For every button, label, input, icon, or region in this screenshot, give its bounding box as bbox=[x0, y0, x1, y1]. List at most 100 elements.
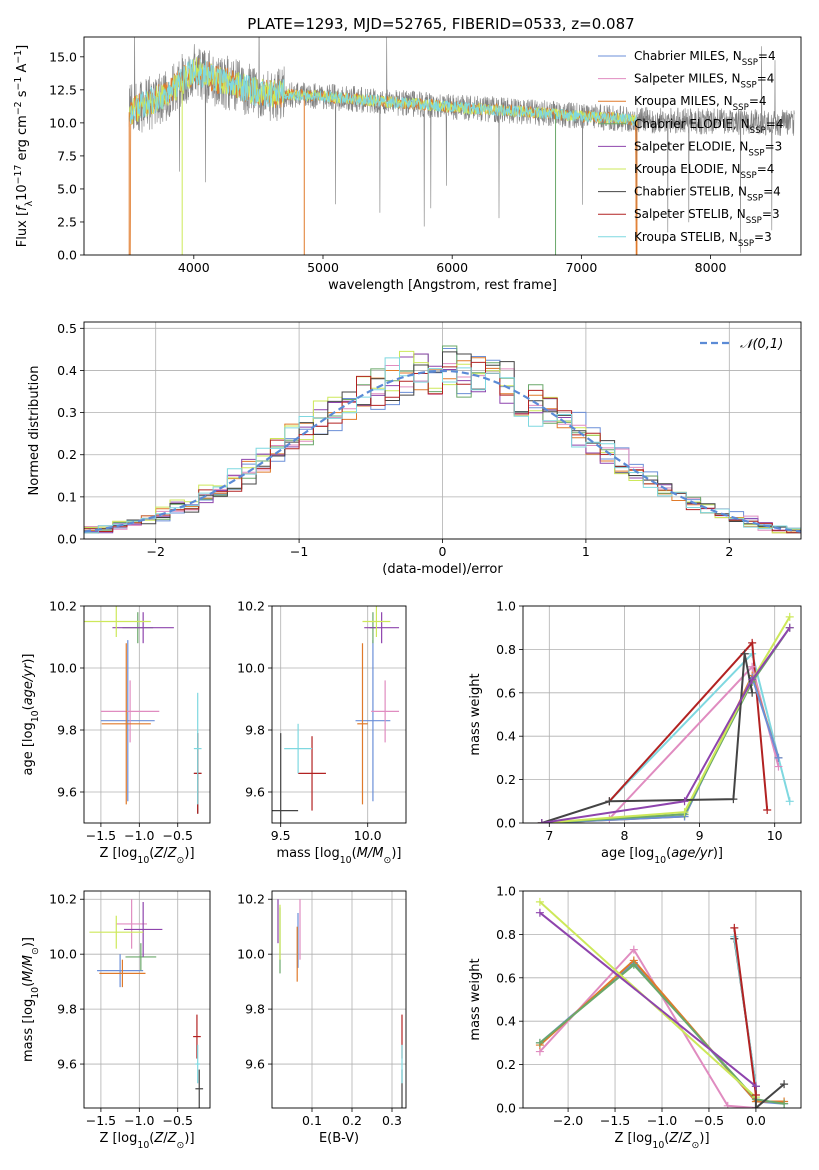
x-tick-label: 10.0 bbox=[354, 828, 382, 843]
legend-label: Kroupa ELODIE, NSSP=4 bbox=[634, 162, 774, 181]
label-part: wavelength [Angstrom, rest frame] bbox=[328, 278, 557, 293]
label-part: mass weight bbox=[468, 673, 483, 755]
y-axis-label: age [log10(age/yr)] bbox=[21, 653, 41, 775]
label-part: (data-model)/error bbox=[382, 562, 503, 577]
y-tick-label: 1.0 bbox=[496, 599, 516, 614]
label-part: / bbox=[678, 1131, 683, 1146]
errorbar-point bbox=[284, 723, 313, 774]
errorbar-point bbox=[195, 1044, 201, 1084]
x-tick-label: 0 bbox=[439, 544, 447, 559]
age-vs-mass-panel: 9.5 10.0 9.6 9.8 10.0 10.2 mass [log10(M/M⊙)] bbox=[237, 599, 407, 866]
y-tick-label: 0.0 bbox=[57, 248, 77, 263]
weight-vs-Z-panel: −2.0 −1.5 −1.0 −0.5 0.0 0.0 0.2 0.4 0.6 0.8 1.0 Z [… bbox=[468, 884, 802, 1151]
x-tick-label: −1.0 bbox=[647, 1113, 677, 1128]
label-part: )] bbox=[391, 846, 401, 861]
data-marker bbox=[723, 1101, 732, 1108]
errorbar-point bbox=[100, 680, 160, 743]
errorbar-point bbox=[357, 643, 368, 805]
x-tick-label: 2 bbox=[725, 544, 733, 559]
errorbar-point bbox=[100, 640, 155, 802]
plot-area bbox=[128, 37, 795, 255]
y-tick-label: 5.0 bbox=[57, 181, 77, 196]
data-marker bbox=[751, 1104, 760, 1108]
label-part: ( bbox=[21, 982, 36, 987]
errorbar-point bbox=[116, 899, 147, 949]
y-tick-label: 10.2 bbox=[49, 892, 77, 907]
data-marker bbox=[537, 819, 546, 823]
label-part: −2 bbox=[13, 101, 24, 115]
y-tick-label: 0.0 bbox=[57, 532, 77, 547]
label-part: Z [log bbox=[99, 846, 137, 861]
data-marker bbox=[774, 762, 783, 771]
x-axis-label: Z [log10(Z/Z⊙)] bbox=[99, 846, 194, 866]
figure-title: PLATE=1293, MJD=52765, FIBERID=0533, z=0… bbox=[247, 15, 634, 33]
y-tick-label: 9.8 bbox=[57, 723, 77, 738]
x-tick-label: −1.0 bbox=[124, 828, 154, 843]
x-tick-label: −0.5 bbox=[694, 1113, 724, 1128]
y-tick-label: 0.2 bbox=[57, 447, 77, 462]
data-marker bbox=[748, 638, 757, 647]
label-part: erg cm bbox=[15, 115, 30, 164]
label-part: 10 bbox=[652, 1140, 664, 1151]
axes-frame bbox=[271, 890, 407, 1109]
series-line bbox=[733, 927, 757, 1096]
label-part: 10 bbox=[137, 1140, 149, 1151]
x-tick-label: −0.5 bbox=[163, 828, 193, 843]
label-part: Chabrier ELODIE, N bbox=[634, 117, 750, 131]
label-part: Normed distribution bbox=[27, 366, 42, 496]
label-part: )] bbox=[21, 653, 36, 663]
x-tick-label: 5000 bbox=[307, 260, 339, 275]
data-marker bbox=[605, 797, 614, 806]
residuals-panel: −2 −1 0 1 2 0.0 0.1 0.2 0.3 0.4 0.5 (data-model)/er… bbox=[27, 321, 802, 577]
label-part: ( bbox=[664, 1131, 669, 1146]
label-part: SSP bbox=[750, 126, 766, 136]
y-tick-label: 0.5 bbox=[57, 321, 77, 336]
y-tick-label: 0.4 bbox=[496, 1014, 516, 1029]
x-tick-label: −1.5 bbox=[600, 1113, 630, 1128]
label-part: ⊙ bbox=[177, 855, 185, 866]
y-tick-label: 0.0 bbox=[496, 1101, 516, 1116]
label-part: Z [log bbox=[614, 1131, 652, 1146]
label-part: SSP bbox=[748, 148, 764, 158]
data-marker bbox=[629, 960, 638, 969]
x-axis-label: age [log10(age/yr)] bbox=[601, 846, 723, 866]
data-marker bbox=[535, 908, 544, 917]
label-part: / bbox=[163, 846, 168, 861]
data-marker bbox=[751, 1090, 760, 1099]
label-part: Chabrier MILES, N bbox=[634, 49, 742, 63]
normal-curve bbox=[84, 369, 801, 533]
label-part: Kroupa STELIB, N bbox=[634, 230, 738, 244]
label-part: ⊙ bbox=[30, 947, 41, 955]
data-marker bbox=[729, 795, 738, 804]
errorbar-point bbox=[195, 1069, 204, 1108]
label-part: f bbox=[15, 204, 30, 211]
spectrum-panel: 4000 5000 6000 7000 8000 0.0 2.5 5.0 7.5 10.0 12.5… bbox=[13, 36, 802, 293]
series-line bbox=[541, 627, 791, 823]
y-tick-label: 15.0 bbox=[49, 49, 77, 64]
x-tick-label: 7 bbox=[545, 828, 553, 843]
label-part: Z bbox=[682, 1131, 693, 1146]
y-tick-label: 9.8 bbox=[245, 1002, 265, 1017]
x-axis-label: Z [log10(Z/Z⊙)] bbox=[99, 1131, 194, 1151]
y-tick-label: 10.2 bbox=[237, 599, 265, 614]
series-line bbox=[541, 616, 791, 823]
y-tick-label: 0.4 bbox=[57, 363, 77, 378]
legend-label: Salpeter MILES, NSSP=4 bbox=[634, 72, 774, 91]
label-part: SSP bbox=[742, 58, 758, 68]
y-axis-label: mass weight bbox=[468, 673, 483, 755]
data-marker bbox=[629, 945, 638, 954]
errorbar-point bbox=[101, 643, 151, 805]
x-axis-label: E(B-V) bbox=[319, 1131, 359, 1146]
series-line bbox=[539, 947, 756, 1108]
label-part: ( bbox=[352, 846, 357, 861]
y-tick-label: 9.8 bbox=[245, 723, 265, 738]
label-part: age/yr bbox=[21, 662, 36, 705]
axes-frame bbox=[271, 605, 407, 824]
label-part: )] bbox=[184, 1131, 194, 1146]
x-tick-label: 10 bbox=[767, 828, 783, 843]
label-part: ⊙ bbox=[177, 1140, 185, 1151]
y-tick-label: 9.6 bbox=[245, 1057, 265, 1072]
data-marker bbox=[751, 1082, 760, 1091]
y-tick-label: 9.6 bbox=[245, 785, 265, 800]
